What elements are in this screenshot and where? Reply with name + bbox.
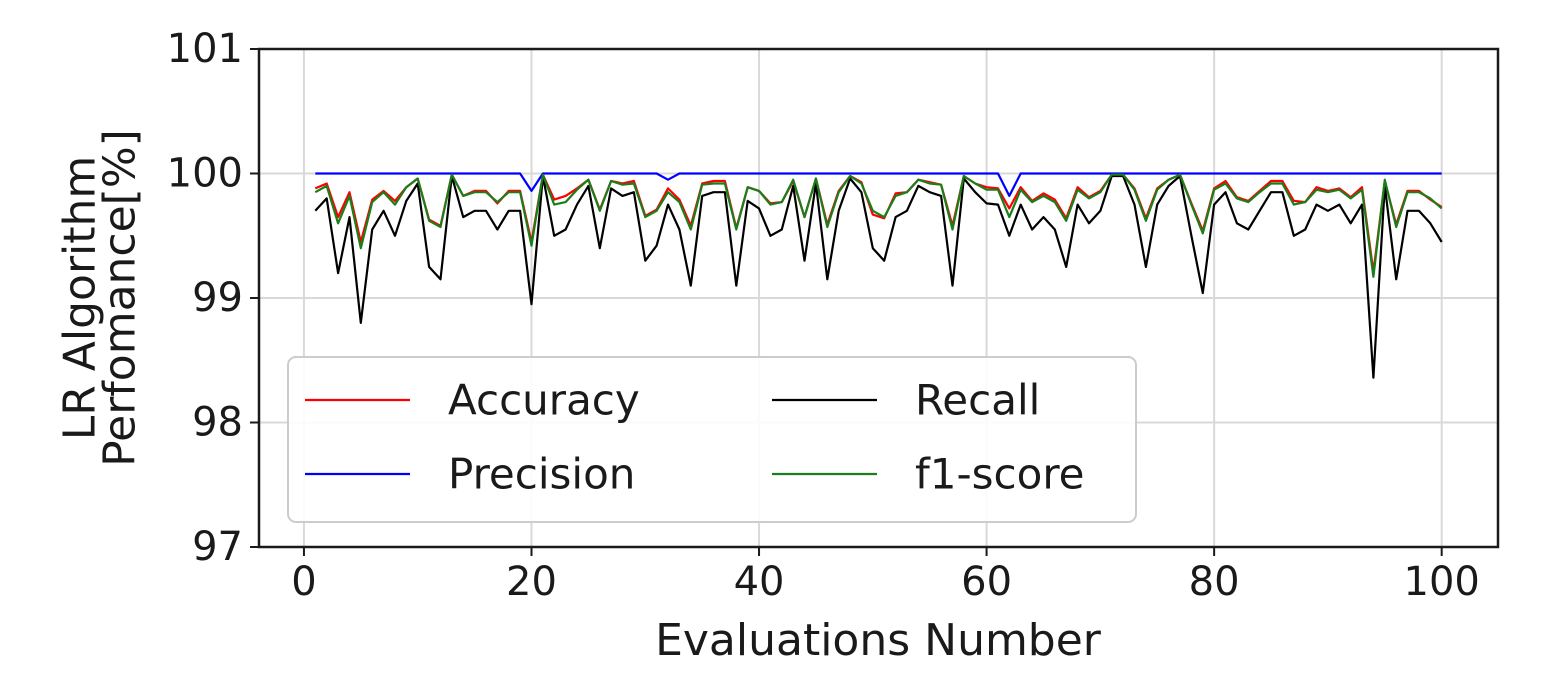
series-line-recall — [314, 174, 1443, 379]
x-tick-label-20: 20 — [506, 559, 557, 605]
legend-label-recall: Recall — [915, 376, 1040, 425]
y-axis-title: LR Algorithm Perfomance[%] — [55, 129, 146, 467]
y-tick-label-99: 99 — [192, 275, 243, 321]
series-line-precision — [315, 172, 1442, 197]
x-tick-label-80: 80 — [1189, 559, 1240, 605]
x-tick-label-40: 40 — [734, 559, 785, 605]
x-tick-label-100: 100 — [1404, 559, 1480, 605]
x-tick-label-60: 60 — [961, 559, 1012, 605]
y-axis-ticks: 97 98 99 100 101 — [167, 26, 259, 570]
x-axis-ticks: 0 20 40 60 80 100 — [291, 547, 1480, 605]
x-tick-label-0: 0 — [291, 559, 316, 605]
y-tick-label-101: 101 — [167, 26, 243, 72]
legend-label-f1-score: f1-score — [915, 450, 1085, 499]
y-axis-title-line-1: LR Algorithm — [55, 156, 106, 441]
legend-label-accuracy: Accuracy — [448, 376, 640, 425]
series-lines — [314, 172, 1443, 379]
legend-frame — [287, 356, 1137, 523]
series-line-accuracy — [314, 173, 1443, 273]
series-line-f1 — [314, 173, 1443, 278]
y-tick-label-98: 98 — [192, 400, 243, 446]
y-tick-label-100: 100 — [167, 151, 243, 197]
y-axis-title-line-2: Perfomance[%] — [95, 129, 146, 467]
legend-label-precision: Precision — [448, 450, 635, 499]
y-tick-label-97: 97 — [192, 524, 243, 570]
x-axis-title: Evaluations Number — [655, 615, 1102, 666]
legend: Accuracy Recall Precision f1-score — [287, 356, 1137, 523]
